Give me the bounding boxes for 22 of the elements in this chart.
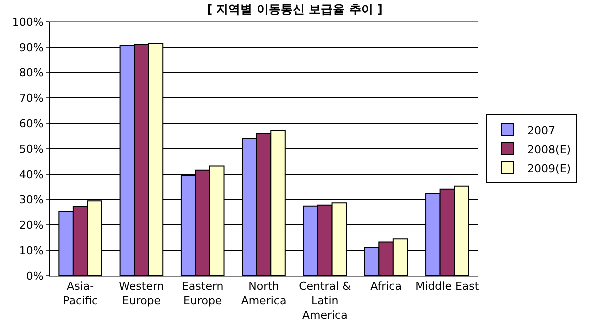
legend-label: 2008(E) [528, 143, 572, 156]
y-tick-label: 80% [19, 66, 44, 80]
x-tick-label: Central & Latin America [299, 280, 352, 322]
y-tick-label: 20% [19, 219, 44, 232]
y-tick-label: 90% [19, 41, 44, 54]
y-tick-label: 30% [19, 194, 44, 207]
x-tick-label: Middle East [416, 280, 480, 294]
chart-title: [ 지역별 이동통신 보급율 추이 ] [207, 2, 383, 16]
x-tick-label: North America [241, 280, 287, 308]
x-tick-label: Asia- Pacific [63, 280, 98, 308]
y-tick-label: 50% [19, 142, 44, 156]
y-tick-label: 70% [19, 92, 44, 106]
x-tick-label: Eastern Europe [182, 280, 224, 308]
x-tick-label: Western Europe [119, 280, 164, 308]
legend-label: 2009(E) [528, 162, 572, 176]
y-tick-label: 0% [26, 270, 44, 283]
y-tick-label: 10% [19, 244, 44, 258]
x-tick-label: Africa [370, 280, 402, 294]
y-tick-label: 60% [19, 117, 44, 130]
y-tick-label: 100% [12, 16, 44, 29]
y-tick-label: 40% [19, 168, 44, 182]
legend-label: 2007 [528, 124, 556, 138]
